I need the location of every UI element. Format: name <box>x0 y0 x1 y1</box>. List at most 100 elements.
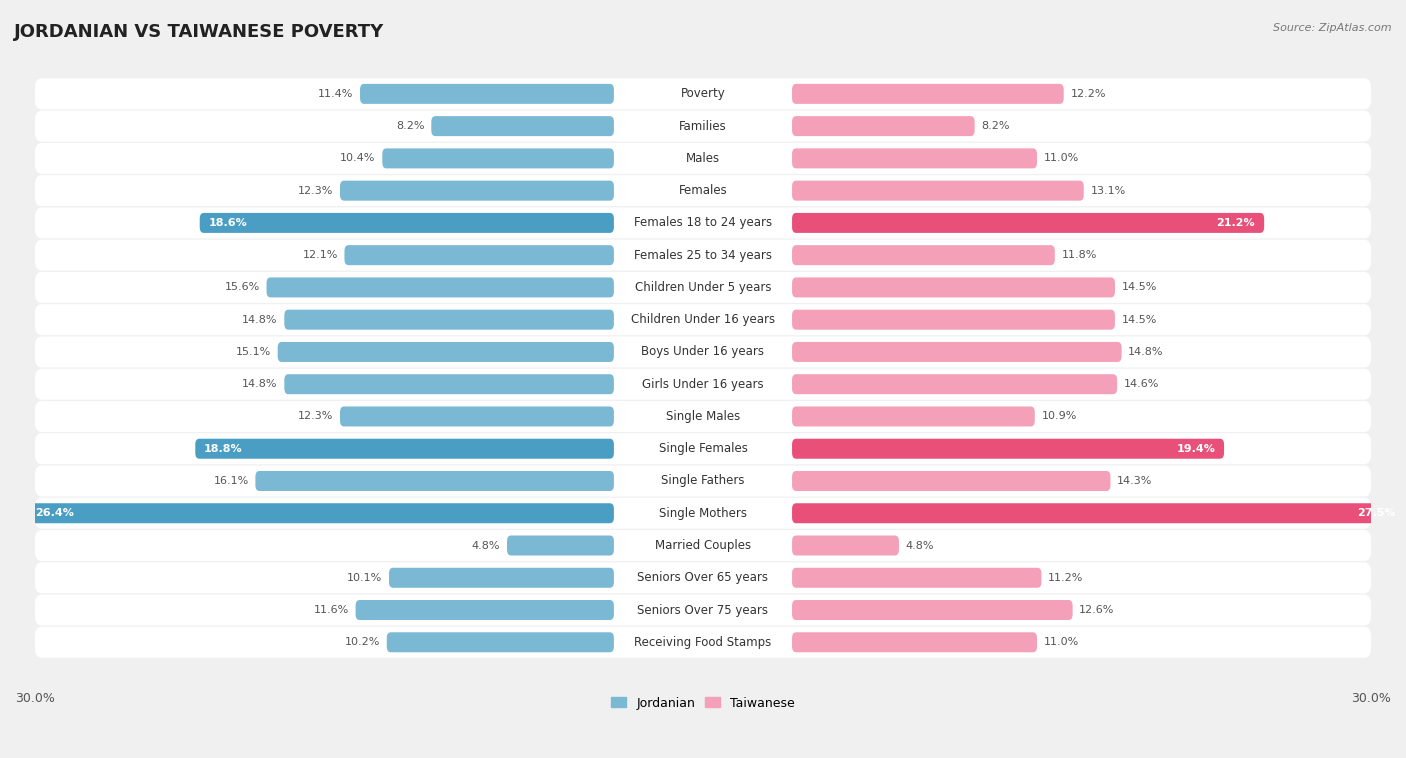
Text: 14.8%: 14.8% <box>242 379 277 389</box>
Text: 16.1%: 16.1% <box>214 476 249 486</box>
Text: 10.4%: 10.4% <box>340 153 375 164</box>
FancyBboxPatch shape <box>792 277 1115 297</box>
Text: Females 18 to 24 years: Females 18 to 24 years <box>634 216 772 230</box>
FancyBboxPatch shape <box>35 208 1371 238</box>
FancyBboxPatch shape <box>35 143 1371 174</box>
Text: Children Under 16 years: Children Under 16 years <box>631 313 775 326</box>
Text: Source: ZipAtlas.com: Source: ZipAtlas.com <box>1274 23 1392 33</box>
FancyBboxPatch shape <box>340 406 614 427</box>
Text: Single Males: Single Males <box>666 410 740 423</box>
Text: 11.8%: 11.8% <box>1062 250 1097 260</box>
FancyBboxPatch shape <box>35 272 1371 303</box>
Text: 10.9%: 10.9% <box>1042 412 1077 421</box>
FancyBboxPatch shape <box>360 84 614 104</box>
FancyBboxPatch shape <box>432 116 614 136</box>
FancyBboxPatch shape <box>382 149 614 168</box>
FancyBboxPatch shape <box>256 471 614 491</box>
Text: 18.6%: 18.6% <box>208 218 247 228</box>
Text: Males: Males <box>686 152 720 165</box>
FancyBboxPatch shape <box>35 240 1371 271</box>
FancyBboxPatch shape <box>792 600 1073 620</box>
Text: 14.6%: 14.6% <box>1123 379 1159 389</box>
Text: 13.1%: 13.1% <box>1091 186 1126 196</box>
FancyBboxPatch shape <box>284 374 614 394</box>
Text: JORDANIAN VS TAIWANESE POVERTY: JORDANIAN VS TAIWANESE POVERTY <box>14 23 384 41</box>
Text: Seniors Over 75 years: Seniors Over 75 years <box>637 603 769 616</box>
Text: Receiving Food Stamps: Receiving Food Stamps <box>634 636 772 649</box>
Text: 14.3%: 14.3% <box>1118 476 1153 486</box>
Text: 14.8%: 14.8% <box>242 315 277 324</box>
FancyBboxPatch shape <box>792 439 1225 459</box>
Text: Females: Females <box>679 184 727 197</box>
FancyBboxPatch shape <box>35 304 1371 335</box>
Text: 14.5%: 14.5% <box>1122 283 1157 293</box>
FancyBboxPatch shape <box>792 245 1054 265</box>
FancyBboxPatch shape <box>35 562 1371 594</box>
Text: Married Couples: Married Couples <box>655 539 751 552</box>
Text: 15.1%: 15.1% <box>236 347 271 357</box>
Text: 15.6%: 15.6% <box>225 283 260 293</box>
Text: 10.1%: 10.1% <box>347 573 382 583</box>
Text: 11.6%: 11.6% <box>314 605 349 615</box>
FancyBboxPatch shape <box>35 78 1371 109</box>
FancyBboxPatch shape <box>35 175 1371 206</box>
Text: Females 25 to 34 years: Females 25 to 34 years <box>634 249 772 262</box>
Text: Poverty: Poverty <box>681 87 725 100</box>
Text: 11.4%: 11.4% <box>318 89 353 99</box>
FancyBboxPatch shape <box>792 180 1084 201</box>
FancyBboxPatch shape <box>792 406 1035 427</box>
FancyBboxPatch shape <box>508 535 614 556</box>
FancyBboxPatch shape <box>35 111 1371 142</box>
Text: Families: Families <box>679 120 727 133</box>
FancyBboxPatch shape <box>792 471 1111 491</box>
Text: 27.5%: 27.5% <box>1357 509 1396 518</box>
FancyBboxPatch shape <box>35 530 1371 561</box>
Text: 12.1%: 12.1% <box>302 250 337 260</box>
FancyBboxPatch shape <box>792 213 1264 233</box>
FancyBboxPatch shape <box>792 374 1118 394</box>
Text: Boys Under 16 years: Boys Under 16 years <box>641 346 765 359</box>
FancyBboxPatch shape <box>792 535 898 556</box>
FancyBboxPatch shape <box>277 342 614 362</box>
FancyBboxPatch shape <box>792 632 1038 653</box>
FancyBboxPatch shape <box>340 180 614 201</box>
FancyBboxPatch shape <box>200 213 614 233</box>
FancyBboxPatch shape <box>792 310 1115 330</box>
FancyBboxPatch shape <box>195 439 614 459</box>
Text: 8.2%: 8.2% <box>981 121 1010 131</box>
Legend: Jordanian, Taiwanese: Jordanian, Taiwanese <box>606 691 800 715</box>
FancyBboxPatch shape <box>35 368 1371 399</box>
Text: 18.8%: 18.8% <box>204 443 243 454</box>
FancyBboxPatch shape <box>35 337 1371 368</box>
FancyBboxPatch shape <box>35 434 1371 464</box>
FancyBboxPatch shape <box>792 149 1038 168</box>
Text: 26.4%: 26.4% <box>35 509 73 518</box>
Text: Single Females: Single Females <box>658 442 748 456</box>
FancyBboxPatch shape <box>35 465 1371 496</box>
Text: 10.2%: 10.2% <box>344 637 380 647</box>
Text: 14.5%: 14.5% <box>1122 315 1157 324</box>
FancyBboxPatch shape <box>792 116 974 136</box>
Text: Children Under 5 years: Children Under 5 years <box>634 281 772 294</box>
Text: Girls Under 16 years: Girls Under 16 years <box>643 377 763 390</box>
FancyBboxPatch shape <box>387 632 614 653</box>
FancyBboxPatch shape <box>792 568 1042 587</box>
FancyBboxPatch shape <box>792 342 1122 362</box>
Text: 11.2%: 11.2% <box>1047 573 1084 583</box>
FancyBboxPatch shape <box>27 503 614 523</box>
FancyBboxPatch shape <box>344 245 614 265</box>
FancyBboxPatch shape <box>35 498 1371 529</box>
Text: 11.0%: 11.0% <box>1043 637 1078 647</box>
Text: 8.2%: 8.2% <box>396 121 425 131</box>
Text: 14.8%: 14.8% <box>1128 347 1164 357</box>
FancyBboxPatch shape <box>284 310 614 330</box>
Text: Single Mothers: Single Mothers <box>659 507 747 520</box>
FancyBboxPatch shape <box>35 594 1371 625</box>
FancyBboxPatch shape <box>792 84 1064 104</box>
FancyBboxPatch shape <box>792 503 1405 523</box>
Text: 12.3%: 12.3% <box>298 186 333 196</box>
Text: 19.4%: 19.4% <box>1177 443 1215 454</box>
Text: 4.8%: 4.8% <box>905 540 934 550</box>
Text: 12.2%: 12.2% <box>1070 89 1107 99</box>
Text: 4.8%: 4.8% <box>472 540 501 550</box>
